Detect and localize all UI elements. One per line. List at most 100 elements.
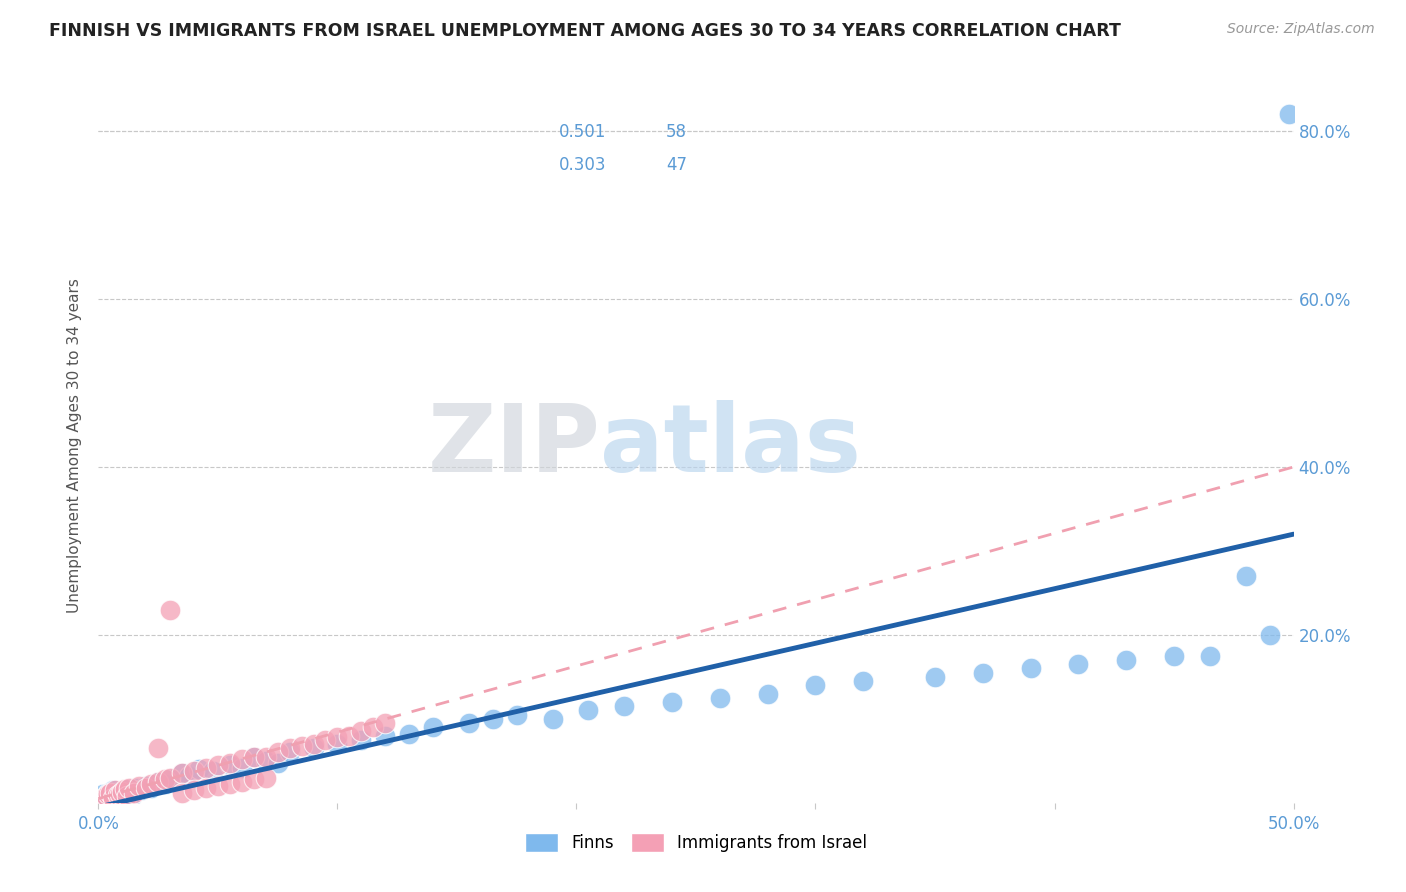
Point — [207, 758, 229, 772]
Text: FINNISH VS IMMIGRANTS FROM ISRAEL UNEMPLOYMENT AMONG AGES 30 TO 34 YEARS CORRELA: FINNISH VS IMMIGRANTS FROM ISRAEL UNEMPL… — [49, 22, 1121, 40]
Point — [219, 777, 242, 791]
Point — [97, 788, 120, 802]
Point — [108, 787, 131, 801]
Point — [107, 789, 129, 803]
Point — [148, 774, 170, 789]
Point — [94, 789, 117, 803]
Point — [254, 754, 277, 768]
Point — [108, 785, 131, 799]
Point — [350, 724, 373, 739]
Point — [104, 789, 127, 803]
Point — [187, 762, 209, 776]
Point — [159, 771, 181, 785]
Point — [339, 729, 361, 743]
Point — [148, 774, 170, 789]
Point — [254, 771, 277, 785]
Point — [661, 695, 683, 709]
Point — [924, 670, 946, 684]
Point — [709, 690, 731, 705]
Point — [131, 783, 153, 797]
Point — [107, 787, 129, 801]
Point — [139, 780, 162, 795]
Point — [254, 749, 277, 764]
Point — [172, 766, 194, 780]
Point — [1067, 657, 1090, 672]
Point — [363, 720, 385, 734]
Point — [219, 756, 242, 770]
Point — [114, 782, 136, 797]
Point — [172, 766, 194, 780]
Point — [207, 779, 229, 793]
Point — [1199, 648, 1222, 663]
Point — [1115, 653, 1137, 667]
Text: atlas: atlas — [600, 400, 862, 492]
Point — [231, 760, 253, 774]
Point — [243, 749, 266, 764]
Point — [124, 786, 146, 800]
Point — [195, 780, 218, 795]
Y-axis label: Unemployment Among Ages 30 to 34 years: Unemployment Among Ages 30 to 34 years — [67, 278, 83, 614]
Text: 0.501: 0.501 — [558, 123, 606, 141]
Legend: Finns, Immigrants from Israel: Finns, Immigrants from Israel — [517, 826, 875, 859]
Point — [302, 741, 325, 756]
Point — [302, 737, 325, 751]
Point — [148, 741, 170, 756]
Point — [231, 752, 253, 766]
Point — [155, 772, 177, 787]
Point — [128, 779, 150, 793]
Point — [91, 788, 114, 802]
Point — [111, 785, 134, 799]
Point — [121, 789, 143, 803]
Point — [98, 790, 122, 805]
Point — [183, 764, 205, 778]
Text: 58: 58 — [666, 123, 688, 141]
Point — [267, 756, 290, 770]
Text: ZIP: ZIP — [427, 400, 600, 492]
Point — [115, 788, 138, 802]
Point — [613, 699, 636, 714]
Point — [422, 720, 444, 734]
Point — [135, 780, 157, 795]
Point — [541, 712, 564, 726]
Point — [111, 789, 134, 804]
Point — [159, 603, 181, 617]
Point — [267, 746, 290, 760]
Point — [159, 772, 181, 787]
Point — [179, 769, 201, 783]
Point — [756, 687, 779, 701]
Point — [135, 779, 157, 793]
Point — [98, 786, 122, 800]
Point — [506, 707, 529, 722]
Point — [458, 716, 481, 731]
Point — [278, 746, 301, 760]
Point — [101, 790, 124, 805]
Point — [118, 780, 141, 795]
Point — [243, 772, 266, 787]
Point — [578, 703, 600, 717]
Point — [97, 786, 120, 800]
Point — [243, 749, 266, 764]
Point — [326, 737, 349, 751]
Point — [125, 780, 148, 795]
Point — [118, 782, 141, 797]
Point — [326, 731, 349, 745]
Point — [202, 764, 225, 778]
Point — [852, 674, 875, 689]
Point — [1278, 107, 1301, 121]
Text: 0.303: 0.303 — [558, 156, 606, 174]
Text: Source: ZipAtlas.com: Source: ZipAtlas.com — [1227, 22, 1375, 37]
Point — [94, 789, 117, 803]
Point — [481, 712, 505, 726]
Point — [804, 678, 827, 692]
Point — [278, 741, 301, 756]
Point — [231, 774, 253, 789]
Text: 47: 47 — [666, 156, 688, 174]
Point — [155, 777, 177, 791]
Point — [1163, 648, 1185, 663]
Point — [115, 789, 138, 803]
Point — [350, 732, 373, 747]
Point — [1234, 569, 1257, 583]
Point — [101, 783, 124, 797]
Point — [1019, 661, 1042, 675]
Point — [114, 784, 136, 798]
